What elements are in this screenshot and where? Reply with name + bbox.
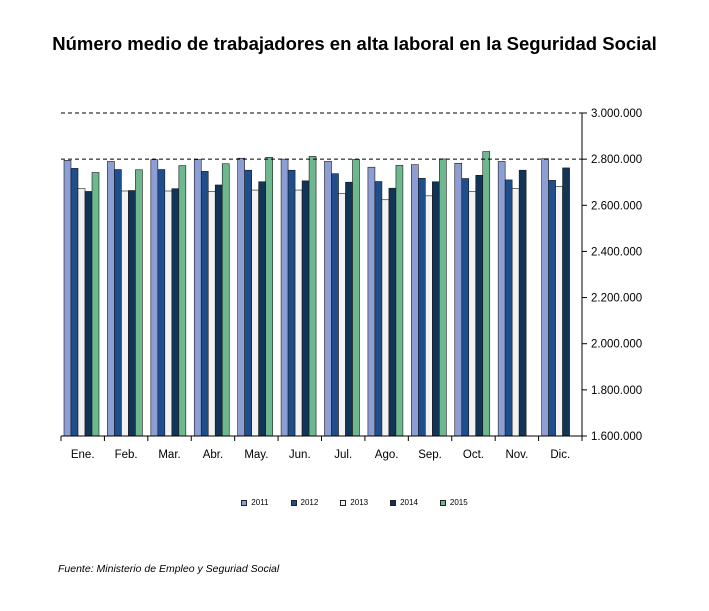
bar-2012-mar <box>157 169 166 437</box>
bar-2015-ene <box>91 172 100 437</box>
legend-label: 2011 <box>251 498 269 507</box>
y-tick-label: 2.200.000 <box>591 293 642 305</box>
bar-2011-may <box>237 157 245 437</box>
bar-2015-oct <box>482 151 491 437</box>
bar-2015-mar <box>178 165 187 437</box>
x-tick-label: Oct. <box>463 449 484 461</box>
legend-label: 2014 <box>400 498 418 507</box>
y-tick-label: 2.800.000 <box>591 154 642 166</box>
legend: 2011 2012 2013 2014 2015 <box>0 498 709 507</box>
x-tick-label: May. <box>244 449 268 461</box>
bar-2013-mar <box>164 190 173 437</box>
bar-2014-ene <box>84 191 93 437</box>
bar-2011-nov <box>497 161 506 437</box>
bar-2012-nov <box>504 179 513 437</box>
source-note: Fuente: Ministerio de Empleo y Seguriad … <box>58 563 280 575</box>
legend-item-2013: 2013 <box>340 498 368 507</box>
bar-2015-sep <box>439 158 447 437</box>
bar-2015-abr <box>221 163 230 437</box>
x-tick-label: Ago. <box>375 449 399 461</box>
x-tick-label: Jun. <box>289 449 311 461</box>
bar-2011-abr <box>193 159 202 437</box>
legend-item-2011: 2011 <box>241 498 269 507</box>
y-tick-label: 3.000.000 <box>591 108 642 120</box>
legend-swatch <box>439 499 446 506</box>
x-tick-label: Feb. <box>115 449 138 461</box>
bar-2015-may <box>265 156 273 437</box>
y-tick-label: 2.000.000 <box>591 339 642 351</box>
bar-2014-may <box>258 181 266 437</box>
y-tick-label: 1.800.000 <box>591 385 642 397</box>
bar-2014-nov <box>518 169 527 437</box>
bar-2012-dic <box>548 180 556 437</box>
x-tick-label: Dic. <box>550 449 570 461</box>
legend-swatch <box>241 499 248 506</box>
bar-2015-jun <box>308 156 317 437</box>
bar-2012-jul <box>331 173 339 437</box>
bar-2011-mar <box>150 159 159 437</box>
bar-2014-dic <box>562 167 570 437</box>
bar-2012-ago <box>374 181 383 437</box>
y-tick-label: 1.600.000 <box>591 431 642 443</box>
legend-item-2012: 2012 <box>290 498 319 507</box>
x-tick-label: Sep. <box>418 449 442 461</box>
bar-2011-ene <box>63 159 72 437</box>
bar-2013-oct <box>468 191 477 437</box>
bar-2013-jun <box>294 189 303 437</box>
bar-2011-sep <box>411 164 419 437</box>
bar-2012-may <box>244 169 252 437</box>
x-tick-label: Nov. <box>505 449 528 461</box>
bar-2015-feb <box>135 169 143 437</box>
y-tick-label: 2.600.000 <box>591 200 642 212</box>
legend-item-2015: 2015 <box>439 498 468 507</box>
legend-label: 2015 <box>449 498 468 507</box>
bar-2011-jun <box>280 158 289 437</box>
bar-2011-feb <box>107 161 115 437</box>
bar-2013-may <box>251 189 259 437</box>
bar-2011-jul <box>324 161 332 437</box>
legend-swatch <box>340 499 347 506</box>
bar-2013-feb <box>121 190 129 437</box>
legend-label: 2013 <box>350 498 369 507</box>
bar-2014-jun <box>301 180 310 437</box>
bar-2012-feb <box>114 169 122 437</box>
legend-swatch <box>390 499 397 506</box>
bar-2013-jul <box>338 192 346 437</box>
bar-2011-dic <box>541 158 549 437</box>
bar-2014-sep <box>432 181 440 437</box>
bar-2013-dic <box>555 186 563 437</box>
bar-2014-oct <box>475 174 484 437</box>
bar-2015-ago <box>395 165 404 437</box>
bar-2013-ene <box>77 188 86 437</box>
bar-2011-ago <box>367 166 376 437</box>
bar-2013-sep <box>425 195 433 437</box>
bar-2014-feb <box>128 190 136 437</box>
bar-2013-nov <box>511 188 520 437</box>
y-tick-label: 2.400.000 <box>591 246 642 258</box>
bar-2014-jul <box>345 181 353 437</box>
legend-label: 2012 <box>300 498 319 507</box>
legend-swatch <box>290 499 297 506</box>
bar-2012-sep <box>418 177 426 437</box>
bar-2011-oct <box>454 162 463 437</box>
bar-2013-ago <box>381 199 390 437</box>
x-tick-label: Ene. <box>71 449 95 461</box>
bar-2012-jun <box>287 169 296 437</box>
bar-2012-oct <box>461 178 470 437</box>
bar-2015-jul <box>352 159 360 437</box>
bar-2013-abr <box>207 191 216 437</box>
x-tick-label: Mar. <box>158 449 180 461</box>
legend-item-2014: 2014 <box>390 498 418 507</box>
x-tick-label: Jul. <box>334 449 352 461</box>
bar-2014-ago <box>388 187 397 437</box>
x-tick-label: Abr. <box>203 449 223 461</box>
bar-2012-abr <box>200 171 209 437</box>
bar-2014-mar <box>171 188 180 437</box>
chart-title: Número medio de trabajadores en alta lab… <box>52 33 657 54</box>
bar-2014-abr <box>214 184 223 437</box>
bar-2012-ene <box>70 168 79 437</box>
